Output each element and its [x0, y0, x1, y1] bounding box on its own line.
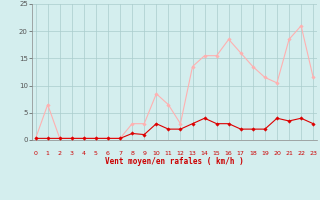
X-axis label: Vent moyen/en rafales ( km/h ): Vent moyen/en rafales ( km/h ): [105, 157, 244, 166]
